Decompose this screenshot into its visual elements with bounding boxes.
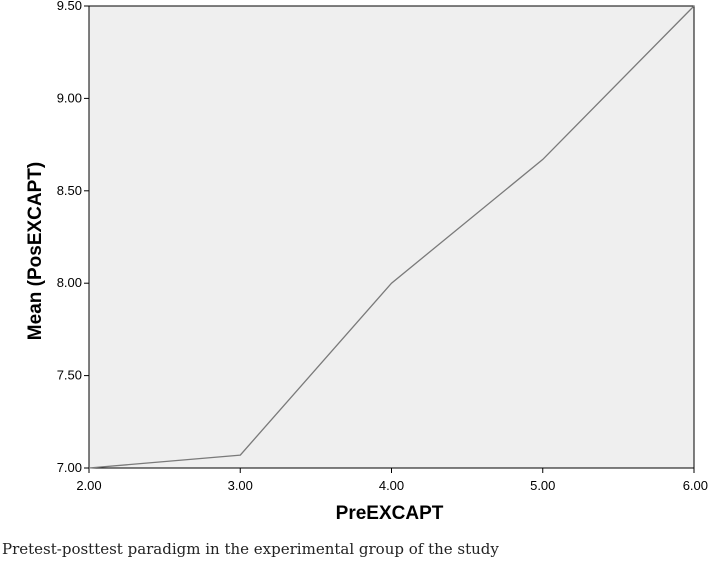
plot-area (88, 5, 695, 469)
y-axis-title: Mean (PosEXCAPT) (25, 162, 46, 340)
x-tick-label: 5.00 (530, 478, 555, 493)
x-tick-label: 6.00 (683, 478, 708, 493)
y-tick-label: 8.50 (57, 183, 82, 198)
x-tick-label: 3.00 (228, 478, 253, 493)
y-tick-label: 8.00 (57, 275, 82, 290)
y-tick-label: 9.00 (57, 90, 82, 105)
y-axis-ticks: 7.00 7.50 8.00 8.50 9.00 9.50 (57, 0, 89, 475)
x-axis-title: PreEXCAPT (336, 503, 444, 524)
x-tick-label: 4.00 (379, 478, 404, 493)
x-axis-ticks: 2.00 3.00 4.00 5.00 6.00 (76, 468, 708, 493)
y-tick-label: 7.00 (57, 460, 82, 475)
line-chart: 7.00 7.50 8.00 8.50 9.00 9.50 2.00 3.00 4.00 5.0… (25, 0, 708, 524)
data-points (88, 5, 695, 469)
figure-caption: Pretest-posttest paradigm in the experim… (2, 540, 499, 558)
y-tick-label: 7.50 (57, 368, 82, 383)
y-tick-label: 9.50 (57, 0, 82, 13)
x-tick-label: 2.00 (76, 478, 101, 493)
